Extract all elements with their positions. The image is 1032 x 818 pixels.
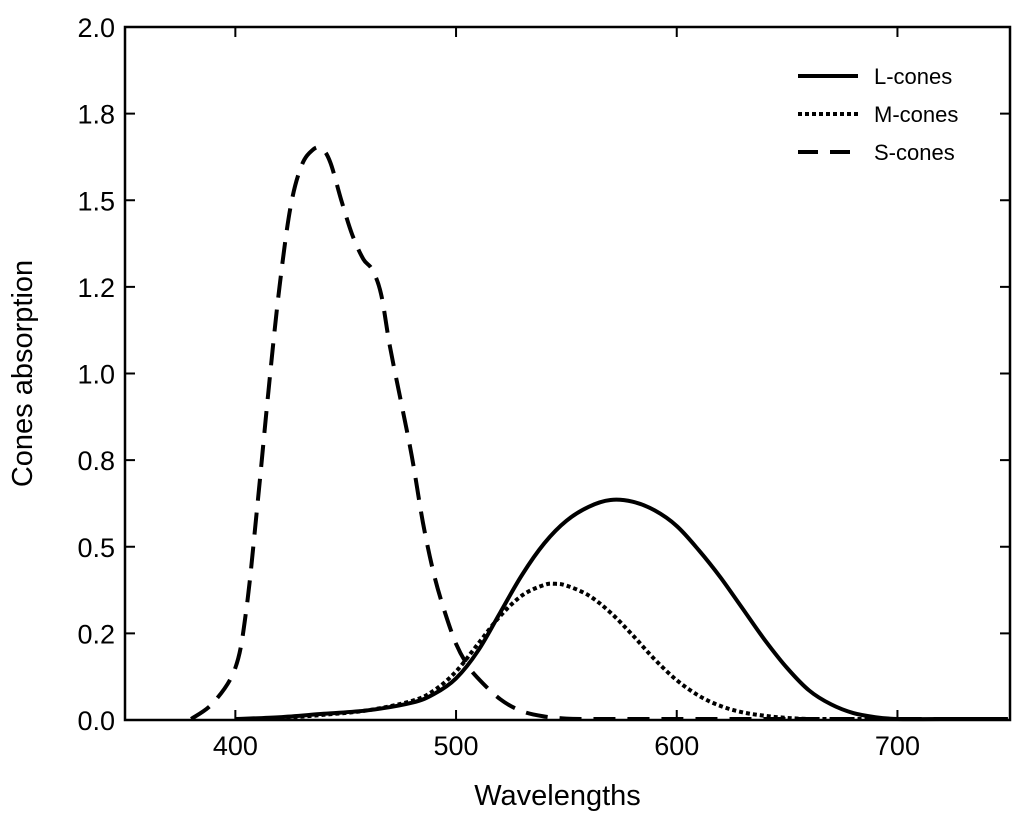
legend-label: M-cones [874,102,958,127]
x-tick-label: 600 [654,731,699,761]
series-layer [190,145,1008,722]
series-line-s-cones [190,145,1008,722]
y-tick-label: 0.2 [77,619,115,649]
y-tick-label: 0.5 [77,533,115,563]
series-line-l-cones [235,497,1008,722]
y-axis-title: Cones absorption [7,260,39,487]
x-axis-title: Wavelengths [474,780,641,812]
y-tick-label: 1.5 [77,186,115,216]
x-tick-label: 400 [213,731,258,761]
legend-label: S-cones [874,140,955,165]
y-tick-label: 2.0 [77,13,115,43]
y-tick-label: 1.0 [77,360,115,390]
y-tick-label: 0.8 [77,446,115,476]
x-tick-label: 700 [875,731,920,761]
legend: L-cones M-cones S-cones [798,64,958,165]
ticks-layer: 400 500 600 700 0.0 0.2 0.5 0.8 1.0 1.2 1.5 1.8 2.0 [77,13,1010,761]
y-tick-label: 1.8 [77,100,115,130]
x-tick-label: 500 [434,731,479,761]
y-tick-label: 1.2 [77,273,115,303]
y-tick-label: 0.0 [77,706,115,736]
axes-frame [123,25,1012,722]
series-line-m-cones [279,581,898,722]
legend-label: L-cones [874,64,952,89]
